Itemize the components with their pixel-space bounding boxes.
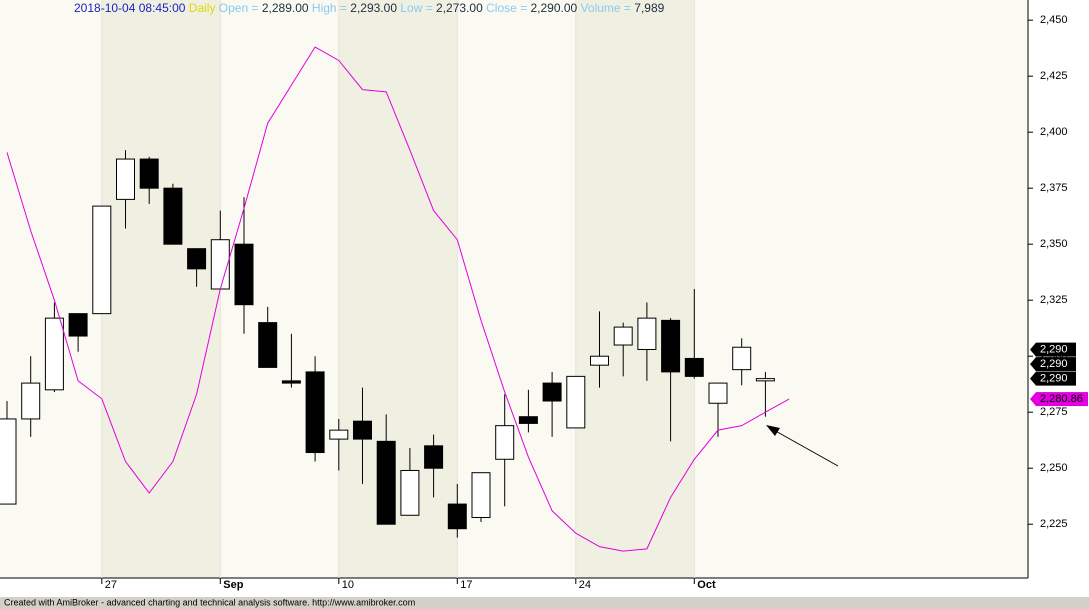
price-text: 2,280.86: [1040, 393, 1083, 405]
candle-body: [708, 382, 728, 404]
price-label: 2,290: [1030, 371, 1076, 386]
week-band: [338, 0, 458, 578]
candle-body: [447, 503, 467, 530]
y-tick-label: 2,225: [1040, 518, 1068, 530]
price-box: [1036, 342, 1076, 357]
candle-body: [661, 319, 681, 373]
x-tick-label: 17: [460, 579, 472, 591]
price-text: 2,290: [1040, 344, 1068, 356]
header-interval: Daily: [189, 1, 216, 15]
candle-body: [0, 418, 17, 505]
candle-body: [637, 317, 657, 350]
y-tick-label: 2,450: [1040, 14, 1068, 26]
candle-body: [68, 313, 88, 337]
candle-body: [44, 317, 64, 391]
arrow-head: [766, 425, 780, 436]
price-text: 2,290: [1040, 373, 1068, 385]
candle-body: [732, 346, 752, 371]
header-field-name: High =: [312, 1, 347, 15]
candle-body: [400, 469, 420, 516]
price-box: [1036, 357, 1076, 372]
y-tick-label: 2,350: [1040, 238, 1068, 250]
y-tick-label: 2,400: [1040, 126, 1068, 138]
candle-body: [187, 248, 207, 270]
y-tick-label: 2,375: [1040, 182, 1068, 194]
price-pointer: [1030, 357, 1036, 372]
header: 2018-10-04 08:45:00 Daily Open = 2,289.0…: [74, 1, 665, 15]
x-tick-label: 24: [579, 579, 591, 591]
price-box: [1036, 392, 1088, 407]
y-tick-label: 2,425: [1040, 70, 1068, 82]
candle-body: [471, 472, 491, 519]
candle-body: [21, 382, 41, 420]
candle-body: [542, 382, 562, 402]
candle-body: [139, 158, 159, 189]
header-field-value: 2,273.00: [436, 1, 483, 15]
x-tick-label: 10: [342, 579, 354, 591]
header-field-name: Volume =: [581, 1, 631, 15]
header-date: 2018-10-04 08:45:00: [74, 1, 186, 15]
candle-body: [424, 445, 444, 469]
header-field-name: Open =: [219, 1, 259, 15]
week-band: [575, 0, 695, 578]
price-pointer: [1030, 342, 1036, 357]
y-tick-label: 2,250: [1040, 462, 1068, 474]
x-tick-label: Oct: [697, 579, 716, 591]
header-field-value: 2,289.00: [262, 1, 309, 15]
candle-body: [518, 416, 538, 424]
candle-body: [234, 243, 254, 306]
candle-body: [684, 357, 704, 377]
candle-body: [353, 420, 372, 440]
candle-body: [281, 380, 301, 384]
header-field-value: 2,293.00: [350, 1, 397, 15]
y-tick-label: 2,275: [1040, 406, 1068, 418]
candle-body: [566, 375, 586, 429]
ma-line: [6, 46, 790, 552]
candle-body: [613, 326, 633, 346]
candle-body: [376, 440, 396, 525]
x-tick-label: Sep: [223, 579, 243, 591]
price-label: 2,290: [1030, 342, 1076, 357]
candle-body: [210, 239, 230, 290]
candle-body: [329, 429, 349, 440]
candle-body: [495, 425, 515, 460]
footer: Created with AmiBroker - advanced charti…: [4, 597, 415, 607]
arrow: [771, 428, 839, 467]
price-label: 2,290: [1030, 357, 1076, 372]
price-pointer: [1030, 371, 1036, 386]
candle-body: [755, 378, 775, 382]
header-field-value: 7,989: [634, 1, 664, 15]
candle-body: [116, 158, 135, 200]
price-pointer: [1030, 392, 1036, 407]
header-field-value: 2,290.00: [530, 1, 577, 15]
y-tick-label: 2,325: [1040, 294, 1068, 306]
candle-body: [163, 187, 183, 245]
price-text: 2,290: [1040, 358, 1068, 370]
price-label: 2,280.86: [1030, 392, 1088, 407]
candle-body: [305, 371, 325, 454]
candle-body: [92, 205, 112, 315]
header-field-name: Low =: [400, 1, 432, 15]
footer-bar: [0, 597, 1089, 609]
x-tick-label: 27: [105, 579, 117, 591]
week-band: [101, 0, 221, 578]
price-box: [1036, 371, 1076, 386]
candle-body: [258, 322, 278, 368]
header-field-name: Close =: [486, 1, 527, 15]
candle-body: [590, 355, 609, 366]
